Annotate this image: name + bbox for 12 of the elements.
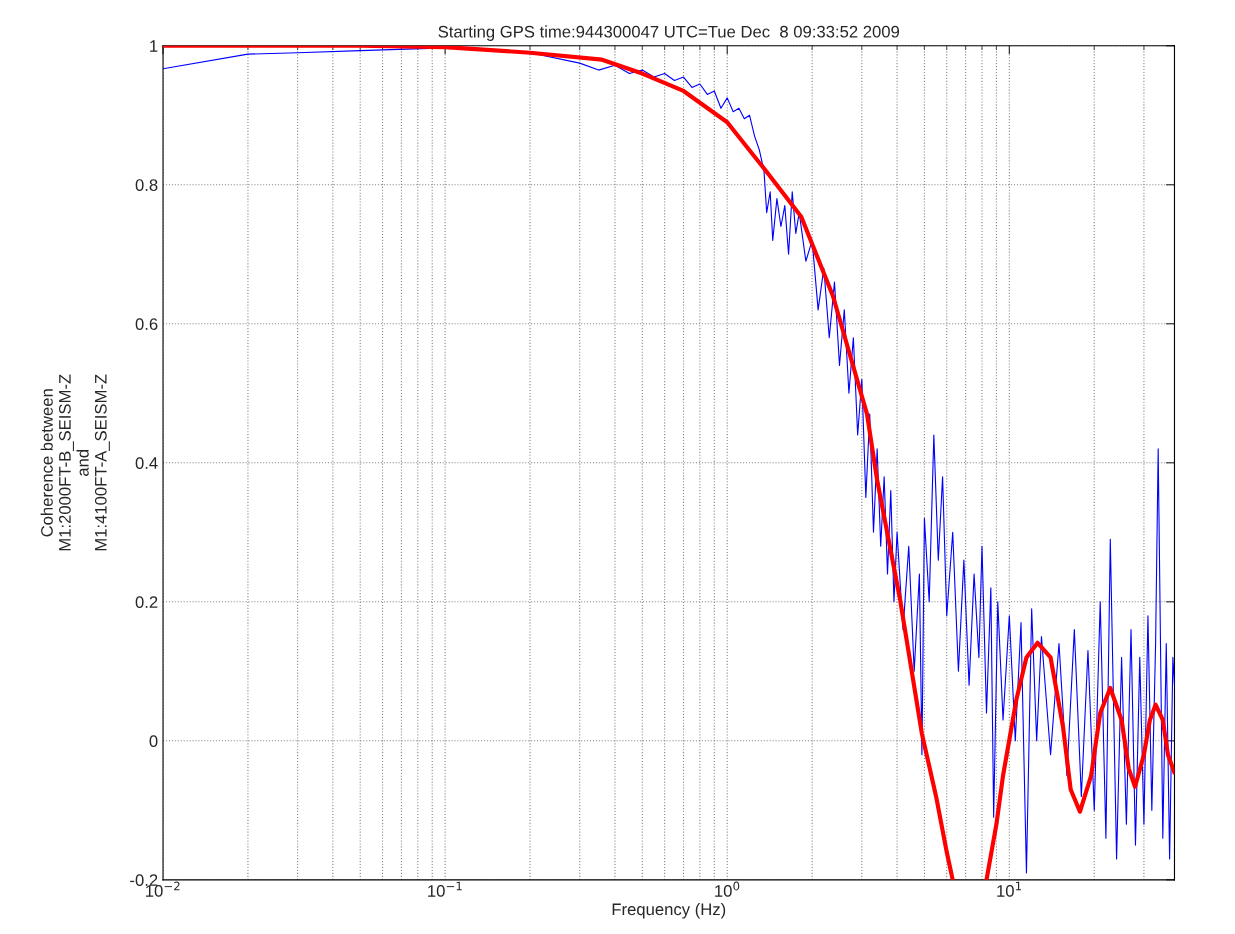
x-tick-label: 10$^{0}$ xyxy=(715,881,740,897)
chart-title: Starting GPS time:944300047 UTC=Tue Dec 8 09:33:52 2009 xyxy=(438,25,900,41)
x-axis-title: Frequency (Hz) xyxy=(612,903,726,919)
y-axis-title: Coherence between M1:2000FT-B_SEISM-Z and M1:4100FT-A_SEISM-Z xyxy=(40,374,110,551)
y-tick-label: 0.4 xyxy=(135,457,158,469)
y-tick-label: 1 xyxy=(150,40,158,52)
x-tick-label: 10$^{1}$ xyxy=(997,881,1022,897)
y-tick-label: 0.8 xyxy=(135,179,158,191)
y-tick-label: 0.6 xyxy=(135,318,158,330)
x-tick-label: 10$^{−1}$ xyxy=(428,881,462,897)
y-tick-label: 0.2 xyxy=(135,596,158,609)
y-tick-label: 0 xyxy=(149,735,158,748)
